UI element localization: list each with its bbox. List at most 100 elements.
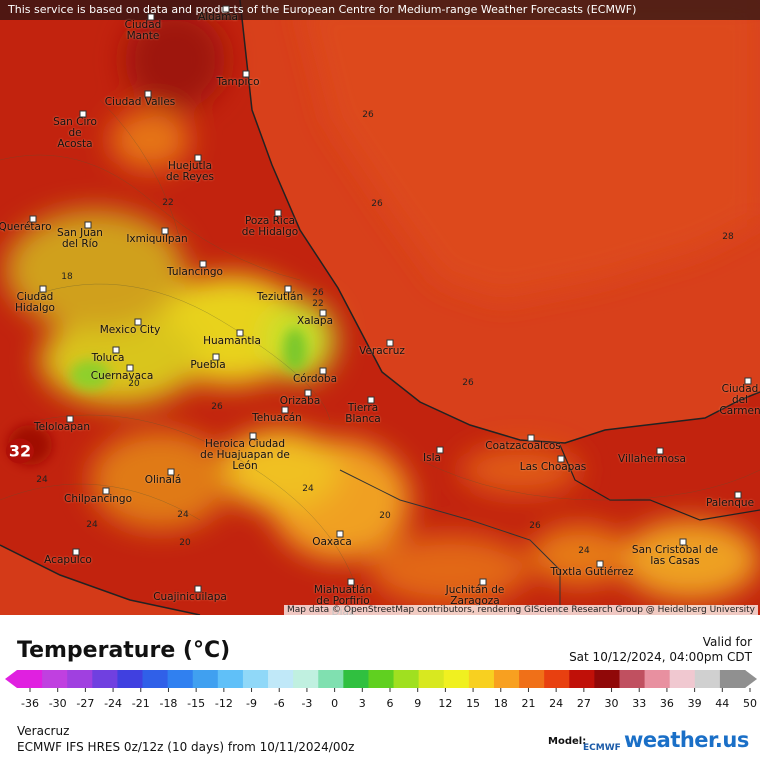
city-marker — [242, 70, 250, 78]
city-label: Ciudad Hidalgo — [15, 291, 55, 314]
city-marker — [436, 446, 444, 454]
city-marker — [222, 5, 230, 13]
brand-logo[interactable]: weather.us — [624, 728, 749, 752]
city-marker — [744, 377, 752, 385]
city-label: Aldama — [198, 11, 238, 23]
city-label: Acapulco — [44, 554, 92, 566]
scale-tick-label: 33 — [632, 697, 646, 710]
city-label: Isla — [423, 452, 441, 464]
scale-tick-label: 3 — [359, 697, 366, 710]
color-swatch — [17, 670, 43, 688]
city-label: Ciudad Valles — [104, 96, 176, 108]
scale-tick-label: -27 — [76, 697, 94, 710]
color-swatch — [293, 670, 319, 688]
contour-label: 22 — [312, 299, 324, 309]
scale-tick-label: 50 — [743, 697, 757, 710]
scale-tick-label: -9 — [246, 697, 257, 710]
color-swatch — [318, 670, 344, 688]
color-swatch — [142, 670, 169, 688]
color-swatch — [519, 670, 545, 688]
city-label: Palenque — [705, 497, 755, 509]
city-label: Tampico — [216, 76, 260, 88]
city-label: Chilpancingo — [63, 493, 132, 505]
scale-tick-label: 12 — [438, 697, 452, 710]
scale-tick-label: 9 — [414, 697, 421, 710]
contour-label: 28 — [722, 232, 734, 242]
city-marker — [126, 364, 134, 372]
city-marker — [527, 434, 535, 442]
city-marker — [319, 367, 327, 375]
city-marker — [347, 578, 355, 586]
city-marker — [274, 209, 282, 217]
city-marker — [367, 396, 375, 404]
scale-tick-label: 21 — [521, 697, 535, 710]
contour-label: 20 — [128, 379, 140, 389]
color-swatch — [468, 670, 495, 688]
scale-tick-label: -15 — [187, 697, 205, 710]
color-scale: -36 -30 -27 -24 -21 -18 -15 -12 -9 -6 -3 0 3 6 9 12 15 18… — [5, 670, 757, 710]
color-swatch — [242, 670, 269, 688]
contour-label: 26 — [211, 402, 223, 412]
model-run: ECMWF IFS HRES 0z/12z (10 days) from 10/… — [17, 740, 355, 754]
city-marker — [479, 578, 487, 586]
scale-tick-label: -24 — [104, 697, 122, 710]
city-label: Olinalá — [144, 474, 182, 486]
city-marker — [29, 215, 37, 223]
model-label: Model: — [548, 736, 587, 747]
scale-tick-label: 44 — [715, 697, 729, 710]
color-swatch — [669, 670, 696, 688]
color-swatch — [343, 670, 369, 688]
color-swatch — [569, 670, 595, 688]
city-label: Villahermosa — [618, 453, 686, 465]
city-marker — [319, 309, 327, 317]
color-swatch — [544, 670, 570, 688]
color-swatch — [92, 670, 118, 688]
city-marker — [79, 110, 87, 118]
valid-label: Valid for — [702, 635, 752, 649]
city-marker — [194, 154, 202, 162]
color-swatch — [393, 670, 420, 688]
city-label: Querétaro — [0, 221, 52, 233]
city-label: Teziutlán — [256, 291, 304, 303]
city-marker — [161, 227, 169, 235]
scale-tick-label: 24 — [549, 697, 563, 710]
city-label: Puebla — [190, 359, 226, 371]
city-marker — [84, 221, 92, 229]
city-label: Huamantla — [203, 335, 261, 347]
color-swatch — [694, 670, 721, 688]
color-swatch — [493, 670, 520, 688]
contour-label: 20 — [379, 511, 391, 521]
color-swatch — [594, 670, 620, 688]
color-swatch — [192, 670, 219, 688]
scale-tick-label: -21 — [132, 697, 150, 710]
color-swatch — [443, 670, 470, 688]
city-marker — [679, 538, 687, 546]
city-marker — [194, 585, 202, 593]
color-swatch — [368, 670, 395, 688]
city-label: San Juan del Río — [57, 227, 103, 250]
color-swatch — [418, 670, 445, 688]
city-marker — [656, 447, 664, 455]
city-label: Tulancingo — [167, 266, 223, 278]
city-label: Ixmiquilpan — [126, 233, 188, 245]
city-label: Poza Rica de Hidalgo — [241, 215, 299, 238]
valid-time: Sat 10/12/2024, 04:00pm CDT — [569, 650, 752, 664]
color-swatch — [217, 670, 244, 688]
color-swatch — [167, 670, 194, 688]
color-swatch — [117, 670, 144, 688]
color-swatch — [67, 670, 93, 688]
city-marker — [199, 260, 207, 268]
city-marker — [144, 90, 152, 98]
city-marker — [734, 491, 742, 499]
city-label: Juchitán de Zaragoza — [445, 584, 505, 607]
contour-label: 24 — [302, 484, 314, 494]
city-label: Tuxtla Gutiérrez — [550, 566, 634, 578]
city-label: Tierra Blanca — [345, 402, 381, 425]
city-label: Xalapa — [296, 315, 334, 327]
city-marker — [147, 13, 155, 21]
color-swatch — [268, 670, 294, 688]
city-marker — [336, 530, 344, 538]
city-label: Veracruz — [359, 345, 405, 357]
scale-tick-label: 30 — [605, 697, 619, 710]
